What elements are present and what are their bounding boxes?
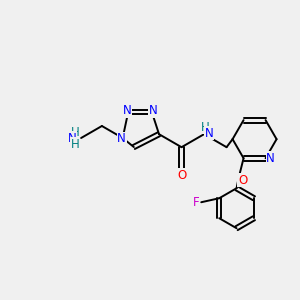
- Text: N: N: [148, 104, 157, 117]
- Text: N: N: [68, 131, 76, 145]
- Text: H: H: [201, 121, 209, 134]
- Text: O: O: [177, 169, 186, 182]
- Text: H: H: [71, 125, 80, 139]
- Text: N: N: [123, 104, 132, 117]
- Text: F: F: [193, 196, 200, 209]
- Text: O: O: [238, 174, 247, 187]
- Text: N: N: [205, 127, 213, 140]
- Text: H: H: [71, 137, 80, 151]
- Text: N: N: [266, 152, 275, 165]
- Text: N: N: [117, 133, 126, 146]
